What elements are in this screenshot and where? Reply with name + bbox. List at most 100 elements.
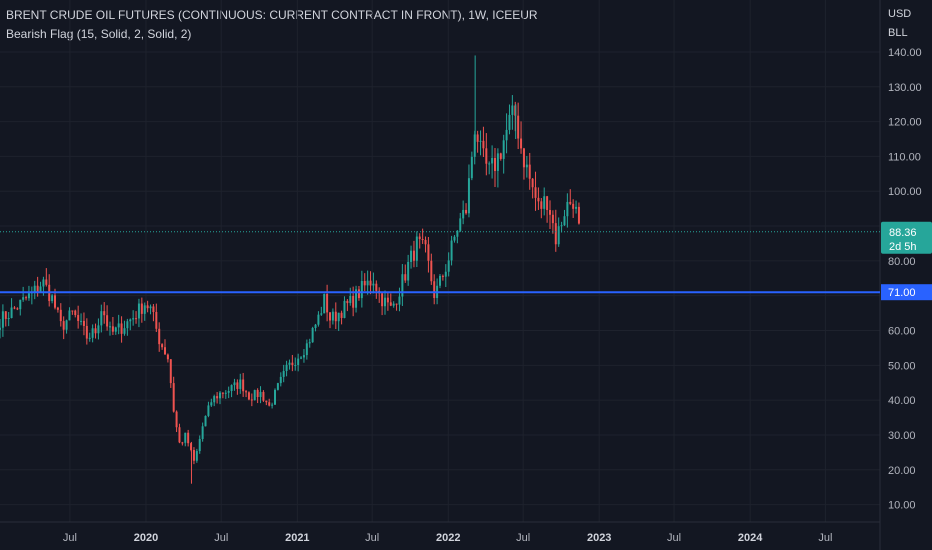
candle-body [404, 274, 407, 281]
candle-body [444, 271, 447, 277]
candle-body [204, 415, 207, 427]
x-tick-label: Jul [516, 532, 530, 544]
candle-body [326, 294, 329, 313]
candle-body [450, 240, 453, 261]
candle-body [297, 358, 300, 366]
y-tick-label: 100.00 [888, 186, 922, 198]
candle-body [395, 303, 398, 305]
candle-body [502, 140, 505, 159]
y-tick-label: 130.00 [888, 82, 922, 94]
candle-body [386, 297, 389, 303]
candle-body [19, 299, 22, 310]
y-tick-label: 120.00 [888, 117, 922, 129]
candle-body [68, 310, 71, 321]
candle-body [543, 196, 546, 209]
candle-body [551, 214, 554, 224]
candle-body [311, 327, 314, 343]
candle-body [424, 239, 427, 245]
candle-body [137, 303, 140, 319]
candle-body [56, 307, 59, 310]
candle-body [135, 318, 138, 320]
y-tick-label: 110.00 [888, 151, 921, 163]
candle-body [274, 389, 276, 405]
y-tick-label: 30.00 [888, 430, 916, 442]
candle-body [343, 300, 346, 318]
candle-body [143, 305, 146, 314]
bar-countdown-label: 2d 5h [889, 241, 917, 253]
y-tick-label: 20.00 [888, 465, 916, 477]
x-tick-label: Jul [214, 532, 228, 544]
candle-body [109, 326, 111, 328]
indicator-label[interactable]: Bearish Flag (15, Solid, 2, Solid, 2) [6, 27, 192, 41]
candle-body [71, 310, 74, 312]
y-tick-label: 10.00 [888, 500, 916, 512]
candle-body [531, 178, 534, 188]
x-tick-label: 2024 [738, 532, 763, 544]
x-tick-label: 2021 [285, 532, 309, 544]
candle-body [456, 230, 459, 237]
candle-body [407, 261, 410, 281]
candle-body [172, 383, 175, 412]
candle-body [279, 376, 282, 384]
candle-body [59, 309, 62, 322]
candle-body [82, 320, 85, 326]
last-price-tag [881, 221, 932, 254]
axis-currency-label[interactable]: USD [888, 8, 912, 20]
candle-body [329, 312, 331, 321]
candle-body [201, 426, 204, 439]
candle-body [398, 296, 401, 305]
candle-body [97, 325, 100, 334]
candle-body [62, 321, 65, 330]
candle-body [418, 236, 421, 240]
candle-body [276, 383, 279, 390]
candle-body [357, 289, 360, 299]
y-tick-label: 40.00 [888, 395, 916, 407]
candle-body [349, 295, 352, 304]
candle-body [117, 323, 120, 328]
candle-body [459, 218, 462, 231]
candle-body [575, 206, 578, 209]
candle-body [366, 280, 369, 286]
candle-body [363, 281, 366, 286]
candle-body [140, 303, 143, 314]
candle-body [505, 129, 508, 141]
candle-body [132, 318, 135, 320]
candle-body [352, 295, 355, 308]
candle-body [305, 343, 308, 356]
candle-body [337, 312, 340, 322]
axis-unit-label[interactable]: BLL [888, 27, 908, 39]
candle-body [482, 140, 485, 149]
candle-body [563, 216, 566, 226]
candle-body [230, 385, 233, 391]
candle-body [65, 320, 68, 330]
candle-body [577, 206, 580, 224]
candle-body [491, 158, 494, 164]
candle-body [415, 236, 418, 261]
candle-body [285, 364, 288, 372]
candle-body [372, 283, 375, 286]
candle-body [494, 158, 496, 171]
candle-body [233, 382, 236, 386]
candle-body [557, 226, 560, 245]
candle-body [447, 260, 450, 272]
chart-title: BRENT CRUDE OIL FUTURES (CONTINUOUS: CUR… [6, 8, 538, 22]
candle-body [126, 321, 129, 329]
candle-body [207, 405, 210, 416]
candle-body [331, 311, 334, 321]
candle-body [314, 324, 317, 328]
candle-body [320, 313, 323, 315]
candle-body [427, 244, 430, 261]
candle-body [245, 391, 248, 393]
candle-body [271, 404, 274, 406]
candle-body [256, 390, 259, 398]
candle-body [294, 365, 297, 367]
x-tick-label: Jul [63, 532, 77, 544]
candle-body [242, 379, 245, 392]
candle-body [85, 325, 88, 339]
candle-body [534, 187, 537, 198]
candle-body [184, 432, 187, 443]
candle-body [520, 138, 523, 149]
candle-body [560, 225, 563, 227]
candle-body [149, 306, 152, 309]
